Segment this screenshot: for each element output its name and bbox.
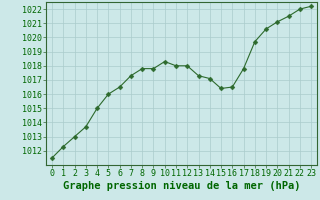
X-axis label: Graphe pression niveau de la mer (hPa): Graphe pression niveau de la mer (hPa) — [63, 181, 300, 191]
